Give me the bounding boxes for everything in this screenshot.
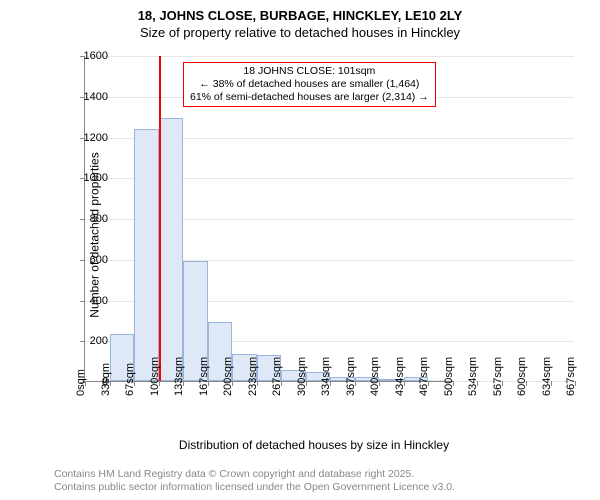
marker-callout: 18 JOHNS CLOSE: 101sqm ← 38% of detached…: [183, 62, 436, 107]
ytick-label: 1000: [68, 172, 108, 184]
ytick-label: 200: [68, 335, 108, 347]
callout-line1: 18 JOHNS CLOSE: 101sqm: [190, 65, 429, 78]
ytick-label: 1600: [68, 50, 108, 62]
footer-line2: Contains public sector information licen…: [54, 481, 455, 494]
plot-area: 18 JOHNS CLOSE: 101sqm ← 38% of detached…: [84, 56, 574, 382]
ytick-label: 600: [68, 254, 108, 266]
title-line2: Size of property relative to detached ho…: [0, 25, 600, 40]
ytick-label: 1400: [68, 91, 108, 103]
footer-line1: Contains HM Land Registry data © Crown c…: [54, 468, 455, 481]
callout-line2: ← 38% of detached houses are smaller (1,…: [190, 78, 429, 91]
ytick-label: 800: [68, 213, 108, 225]
chart-title-block: 18, JOHNS CLOSE, BURBAGE, HINCKLEY, LE10…: [0, 0, 600, 40]
histogram-bar: [134, 129, 159, 381]
ytick-label: 1200: [68, 132, 108, 144]
marker-line: [159, 56, 161, 381]
title-line1: 18, JOHNS CLOSE, BURBAGE, HINCKLEY, LE10…: [0, 8, 600, 23]
chart-container: Number of detached properties 18 JOHNS C…: [54, 50, 574, 420]
histogram-bar: [159, 118, 184, 381]
callout-line3: 61% of semi-detached houses are larger (…: [190, 91, 429, 104]
footer-attribution: Contains HM Land Registry data © Crown c…: [54, 468, 455, 494]
ytick-label: 400: [68, 295, 108, 307]
x-axis-label: Distribution of detached houses by size …: [54, 438, 574, 452]
